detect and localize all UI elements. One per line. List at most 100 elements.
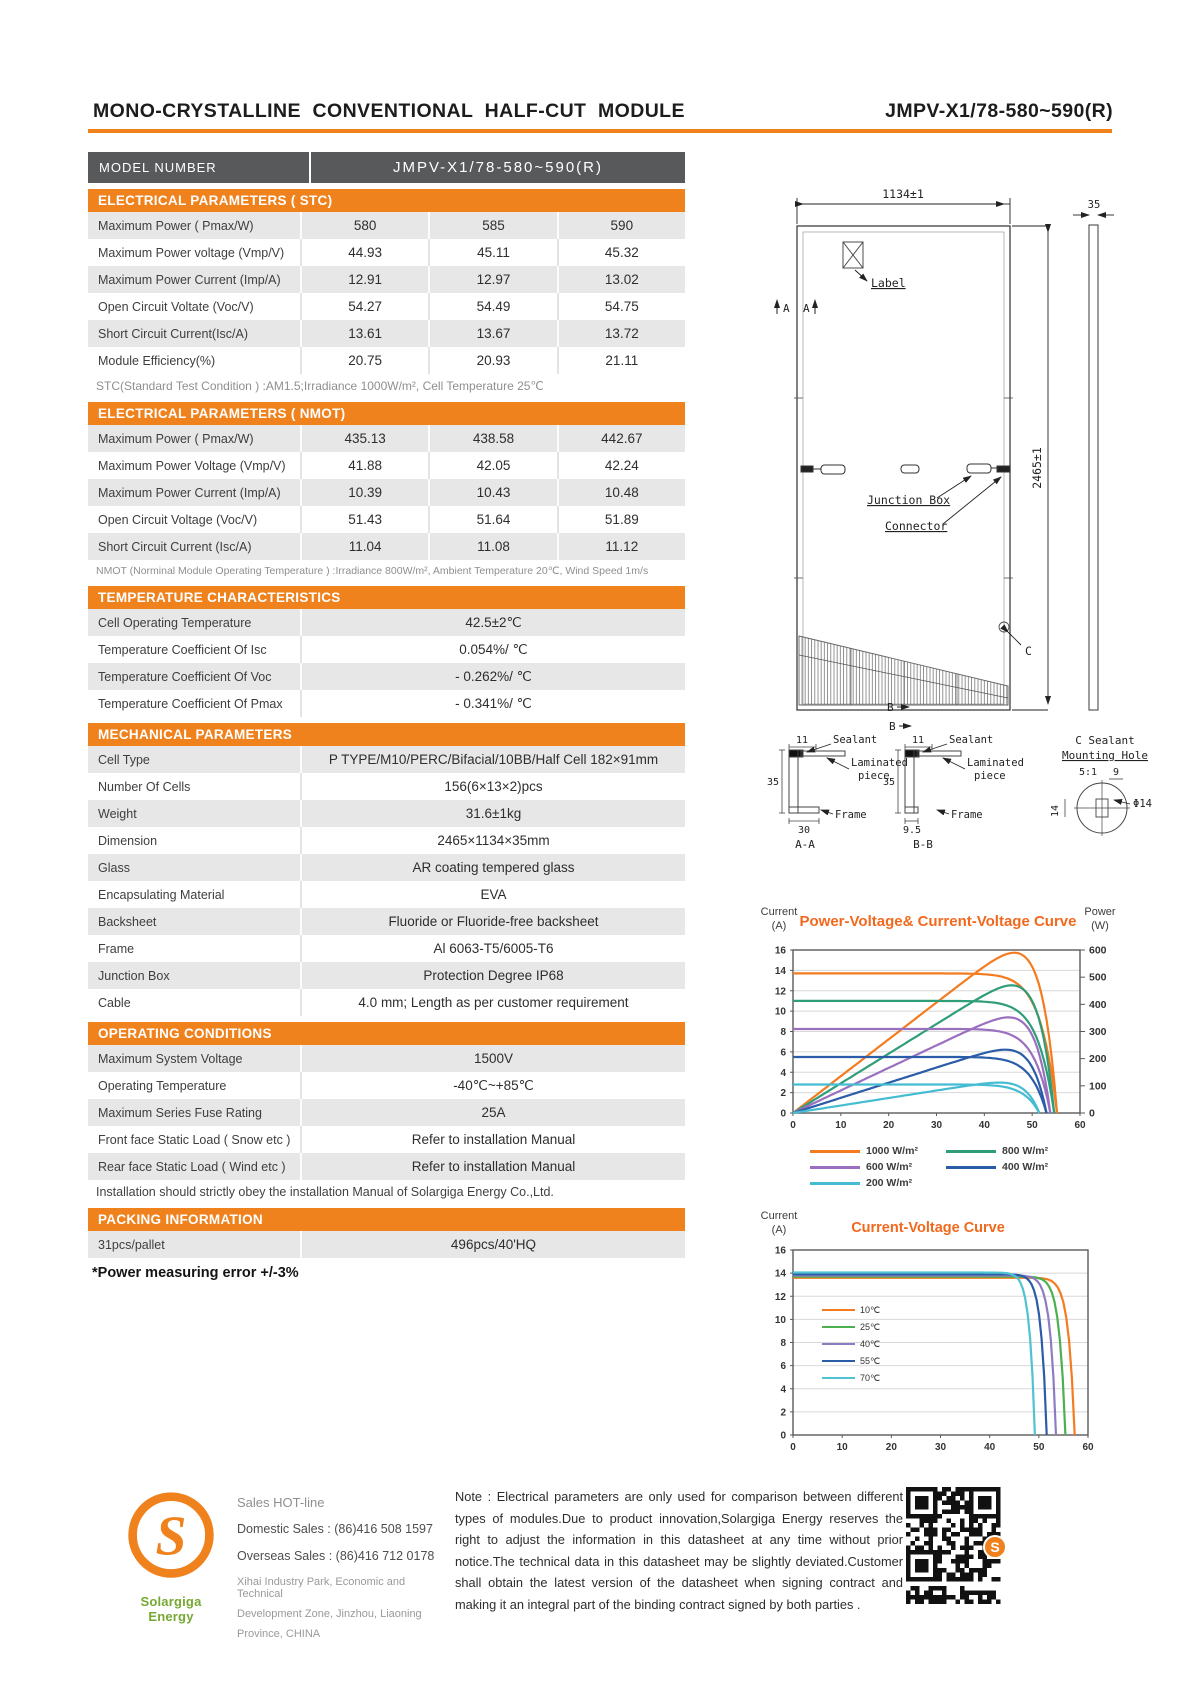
qr-module xyxy=(960,1590,965,1595)
qr-code: S xyxy=(906,1487,1007,1616)
aa-sealant-label: Sealant xyxy=(833,734,877,746)
table-value: 11.12 xyxy=(556,533,685,560)
sales-hotline-label: Sales HOT-line xyxy=(237,1495,325,1510)
table-label: Maximum Power Voltage (Vmp/V) xyxy=(98,458,286,473)
qr-module xyxy=(933,1527,938,1532)
qr-module xyxy=(973,1541,978,1546)
tick-label: 400 xyxy=(1089,999,1107,1011)
qr-module xyxy=(982,1572,987,1577)
tick-label: 10 xyxy=(837,1442,849,1453)
table-label: Maximum Power ( Pmax/W) xyxy=(98,431,254,446)
qr-module xyxy=(973,1527,978,1532)
model-code-title: JMPV-X1/78-580~590(R) xyxy=(885,100,1113,122)
qr-module xyxy=(955,1559,960,1564)
qr-module xyxy=(978,1541,983,1546)
table-value: 12.91 xyxy=(300,266,428,293)
qr-module xyxy=(951,1491,956,1496)
qr-module xyxy=(960,1595,965,1600)
width-dimension-label: 1134±1 xyxy=(882,187,924,201)
qr-module xyxy=(996,1518,1001,1523)
qr-module xyxy=(964,1541,969,1546)
qr-module xyxy=(919,1523,924,1528)
tick-label: 500 xyxy=(1089,972,1107,984)
tick-label: 16 xyxy=(775,1246,787,1257)
qr-module xyxy=(942,1491,947,1496)
qr-module xyxy=(937,1491,942,1496)
table-value: 2465×1134×35mm xyxy=(300,827,685,854)
c-sealant-label: C Sealant xyxy=(1075,734,1135,747)
iv-temperature-chart: Current (A) Current-Voltage Curve 0 10 20 3… xyxy=(761,1210,1094,1453)
temperature-table: Cell Operating Temperature 42.5±2℃ Tempera… xyxy=(88,609,685,717)
qr-module xyxy=(969,1590,974,1595)
table-label: Short Circuit Current(Isc/A) xyxy=(98,326,249,341)
tick-label: 60 xyxy=(1074,1120,1086,1131)
table-row: Maximum System Voltage 1500V xyxy=(88,1045,685,1072)
tick-label: 200 xyxy=(1089,1053,1107,1065)
qr-module xyxy=(978,1577,983,1582)
qr-module xyxy=(978,1572,983,1577)
aa-dim-11: 11 xyxy=(796,735,808,746)
qr-module xyxy=(996,1577,1001,1582)
qr-module xyxy=(906,1595,911,1600)
stc-note: STC(Standard Test Condition ) :AM1.5;Irr… xyxy=(96,379,544,393)
qr-module xyxy=(937,1577,942,1582)
chart1-left-axis-title-2: (A) xyxy=(772,920,787,932)
qr-module xyxy=(915,1536,920,1541)
table-row: Maximum Power voltage (Vmp/V) 44.93 45.11 4… xyxy=(88,239,685,266)
qr-module xyxy=(924,1532,929,1537)
qr-module xyxy=(955,1577,960,1582)
qr-module xyxy=(969,1577,974,1582)
qr-module xyxy=(964,1527,969,1532)
cross-section-aa xyxy=(779,743,850,824)
qr-module xyxy=(987,1590,992,1595)
current-voltage-curve xyxy=(793,999,1056,1114)
qr-module xyxy=(978,1554,983,1559)
qr-module xyxy=(973,1518,978,1523)
tick-label: 600 xyxy=(1089,945,1107,957)
table-row: Cable 4.0 mm; Length as per customer requ… xyxy=(88,989,685,1016)
qr-module xyxy=(960,1523,965,1528)
qr-module xyxy=(982,1554,987,1559)
qr-module xyxy=(942,1500,947,1505)
section-header-stc: ELECTRICAL PARAMETERS ( STC) xyxy=(88,189,685,212)
qr-module xyxy=(946,1536,951,1541)
table-row: Maximum Series Fuse Rating 25A xyxy=(88,1099,685,1126)
current-voltage-curve xyxy=(793,1273,1048,1436)
tick-label: 8 xyxy=(780,1338,786,1349)
section-b-label-2: B xyxy=(889,720,896,733)
qr-module xyxy=(942,1590,947,1595)
logo-letter: S xyxy=(156,1505,187,1567)
table-label: Module Efficiency(%) xyxy=(98,353,216,368)
qr-module xyxy=(942,1527,947,1532)
qr-module xyxy=(951,1595,956,1600)
qr-module xyxy=(978,1550,983,1555)
solargiga-logo-icon: S xyxy=(128,1492,214,1578)
tick-label: 0 xyxy=(790,1120,796,1131)
table-row: Open Circuit Voltate (Voc/V) 54.27 54.49 54… xyxy=(88,293,685,320)
qr-module xyxy=(991,1590,996,1595)
tick-label: 20 xyxy=(886,1442,898,1453)
qr-module xyxy=(964,1500,969,1505)
qr-module xyxy=(937,1496,942,1501)
table-label: Temperature Coefficient Of Pmax xyxy=(98,696,283,711)
domestic-sales-line: Domestic Sales : (86)416 508 1597 xyxy=(237,1522,433,1536)
table-label: 31pcs/pallet xyxy=(98,1237,165,1252)
table-value: Refer to installation Manual xyxy=(300,1153,685,1180)
power-tolerance-note: *Power measuring error +/-3% xyxy=(92,1265,299,1281)
qr-module xyxy=(996,1523,1001,1528)
table-value: 20.75 xyxy=(300,347,428,374)
table-value: 4.0 mm; Length as per customer requireme… xyxy=(300,989,685,1016)
table-label: Junction Box xyxy=(98,968,170,983)
qr-module xyxy=(942,1599,947,1604)
table-value: 25A xyxy=(300,1099,685,1126)
qr-module xyxy=(928,1518,933,1523)
legend-swatch xyxy=(946,1165,996,1169)
qr-module xyxy=(964,1554,969,1559)
qr-module xyxy=(942,1568,947,1573)
tick-label: 0 xyxy=(780,1431,786,1442)
qr-module xyxy=(946,1509,951,1514)
qr-module xyxy=(964,1599,969,1604)
table-value: 585 xyxy=(428,212,556,239)
qr-module xyxy=(955,1505,960,1510)
section-a-arrows xyxy=(774,299,818,314)
